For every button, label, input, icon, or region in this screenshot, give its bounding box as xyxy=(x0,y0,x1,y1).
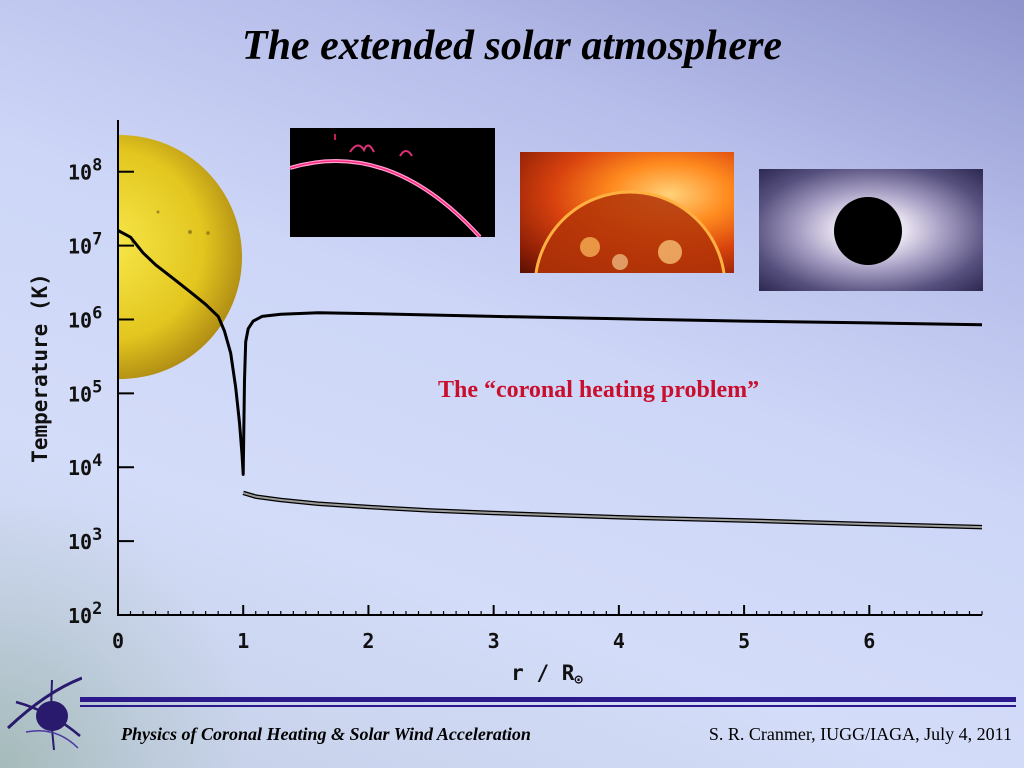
x-tick-label: 0 xyxy=(112,629,124,653)
series-outline-temperature-lower xyxy=(242,490,983,530)
eclipse-corona-photo xyxy=(759,169,983,291)
y-tick-label: 102 xyxy=(68,599,102,628)
y-axis-label: Temperature (K) xyxy=(28,273,52,463)
footer-rule-thick xyxy=(80,697,1016,702)
x-axis-label: r / R⊙ xyxy=(511,661,583,688)
y-tick-label: 108 xyxy=(68,156,102,185)
x-tick-label: 3 xyxy=(488,629,500,653)
y-tick-label: 105 xyxy=(68,377,102,406)
x-tick-label: 2 xyxy=(362,629,374,653)
series-line-temperature-lower xyxy=(242,491,983,529)
moon-disk xyxy=(834,197,902,265)
conference-logo-icon xyxy=(6,676,82,751)
footer-rule-thin xyxy=(80,705,1016,707)
x-tick-label: 4 xyxy=(613,629,625,653)
footer-event-title: Physics of Coronal Heating & Solar Wind … xyxy=(121,724,531,744)
footer-author-date: S. R. Cranmer, IUGG/IAGA, July 4, 2011 xyxy=(708,724,1012,744)
slide-title: The extended solar atmosphere xyxy=(241,23,783,69)
coronal-xray-photo xyxy=(520,152,734,273)
y-tick-label: 106 xyxy=(68,303,102,332)
x-tick-label: 6 xyxy=(863,629,875,653)
series-line-temperature-main xyxy=(117,229,983,476)
y-tick-label: 103 xyxy=(68,525,102,554)
coronal-heating-annotation: The “coronal heating problem” xyxy=(438,377,760,403)
x-tick-label: 1 xyxy=(237,629,249,653)
y-tick-label: 104 xyxy=(68,451,102,480)
solar-radius-symbol: ⊙ xyxy=(574,672,583,688)
temperature-chart: 0 1 2 3 4 5 6 102 103 104 105 106 107 108 Temperature… xyxy=(28,120,983,688)
x-tick-label: 5 xyxy=(738,629,750,653)
sun-disk xyxy=(118,135,242,379)
y-tick-label: 107 xyxy=(68,230,102,259)
prominence-limb-photo xyxy=(290,128,495,237)
